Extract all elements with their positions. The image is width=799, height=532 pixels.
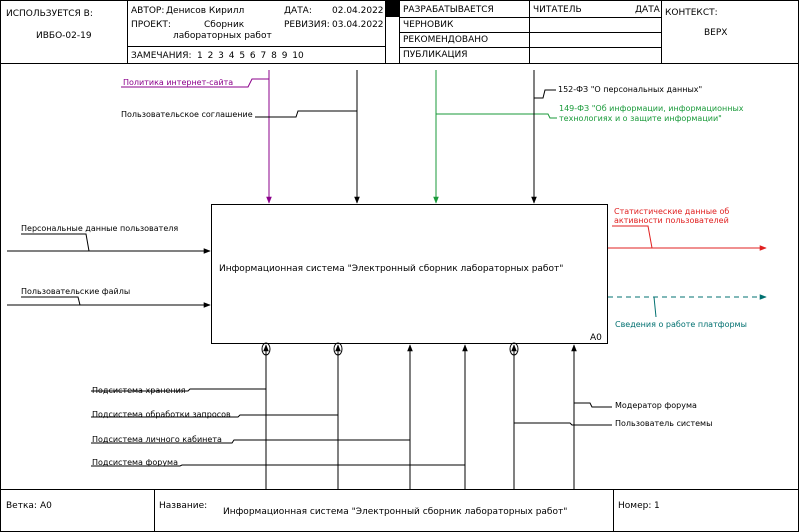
- control-label-149fz-line2: технологиях и о защите информации": [559, 114, 722, 123]
- mechanism-label-storage: Подсистема хранения: [92, 386, 186, 395]
- mechanism-leader-requests: [91, 414, 338, 418]
- mechanism-leader-user: [514, 422, 612, 426]
- project-value-line2: лабораторных работ: [173, 31, 272, 41]
- node-value: A0: [40, 501, 52, 511]
- number-label: Номер:: [618, 501, 652, 511]
- revision-label: РЕВИЗИЯ:: [284, 20, 330, 30]
- mechanism-label-cabinet: Подсистема личного кабинета: [92, 435, 222, 444]
- output-label-platform-info: Сведения о работе платформы: [615, 320, 747, 329]
- output-leader-platform-info: [653, 296, 657, 318]
- input-label-user-files: Пользовательские файлы: [21, 287, 131, 296]
- revision-value: 03.04.2022: [332, 20, 384, 30]
- project-value-line1: Сборник: [204, 20, 245, 30]
- status-developing: РАЗРАБАТЫВАЕТСЯ: [403, 5, 494, 15]
- notes-value: 1 2 3 4 5 6 7 8 9 10: [197, 51, 304, 61]
- control-label-policy: Политика интернет-сайта: [123, 78, 234, 87]
- output-label-statistics-line1: Статистические данные об: [614, 207, 730, 216]
- date-value: 02.04.2022: [332, 6, 384, 16]
- mechanism-label-user: Пользователь системы: [615, 419, 713, 428]
- mechanism-leader-storage: [91, 388, 266, 392]
- context-label: КОНТЕКСТ:: [665, 8, 718, 18]
- reader-label: ЧИТАТЕЛЬ: [533, 5, 582, 15]
- reader-date-label: ДАТА: [635, 5, 660, 15]
- name-value: Информационная система "Электронный сбор…: [223, 507, 568, 517]
- output-label-statistics-line2: активности пользователей: [614, 216, 729, 225]
- mechanism-label-requests: Подсистема обработки запросов: [92, 410, 231, 419]
- notes-label: ЗАМЕЧАНИЯ:: [131, 51, 192, 61]
- control-leader-149fz: [436, 113, 557, 119]
- activity-id: A0: [590, 333, 602, 343]
- activity-title: Информационная система "Электронный сбор…: [219, 264, 564, 274]
- context-value: ВЕРХ: [704, 28, 728, 38]
- control-label-149fz-line1: 149-ФЗ "Об информации, информационных: [559, 104, 744, 113]
- number-value: 1: [654, 501, 660, 511]
- control-leader-152fz: [534, 89, 556, 99]
- status-publication: ПУБЛИКАЦИЯ: [403, 50, 468, 60]
- mechanism-tunnel-storage: [261, 342, 271, 356]
- mechanism-leader-forum: [91, 464, 465, 467]
- author-label: АВТОР:: [131, 6, 165, 16]
- mechanism-leader-moderator: [574, 402, 612, 408]
- author-value: Денисов Кирилл: [166, 6, 245, 16]
- mechanism-leader-cabinet: [91, 439, 410, 444]
- used-at-label: ИСПОЛЬЗУЕТСЯ В:: [6, 9, 93, 19]
- mechanism-label-forum: Подсистема форума: [92, 458, 178, 467]
- control-label-152fz: 152-ФЗ "О персональных данных": [558, 85, 703, 94]
- name-label: Название:: [159, 501, 208, 511]
- activity-box: [211, 204, 608, 344]
- status-draft: ЧЕРНОВИК: [403, 20, 454, 30]
- date-label: ДАТА:: [284, 6, 312, 16]
- output-leader-statistics: [612, 225, 653, 249]
- mechanism-tunnel-user: [509, 342, 519, 356]
- mechanism-label-moderator: Модератор форума: [615, 401, 697, 410]
- node-label: Ветка:: [6, 501, 37, 511]
- control-label-agreement: Пользовательское соглашение: [121, 110, 253, 119]
- input-leader-personal-data: [21, 233, 90, 252]
- mechanism-tunnel-requests: [333, 342, 343, 356]
- project-label: ПРОЕКТ:: [131, 20, 171, 30]
- status-recommended: РЕКОМЕНДОВАНО: [403, 35, 489, 45]
- control-leader-policy: [121, 78, 269, 88]
- used-at-value: ИВБО-02-19: [36, 31, 92, 41]
- control-leader-agreement: [255, 110, 357, 118]
- input-label-personal-data: Персональные данные пользователя: [21, 224, 179, 233]
- input-leader-user-files: [21, 296, 81, 306]
- status-marker: [386, 1, 399, 17]
